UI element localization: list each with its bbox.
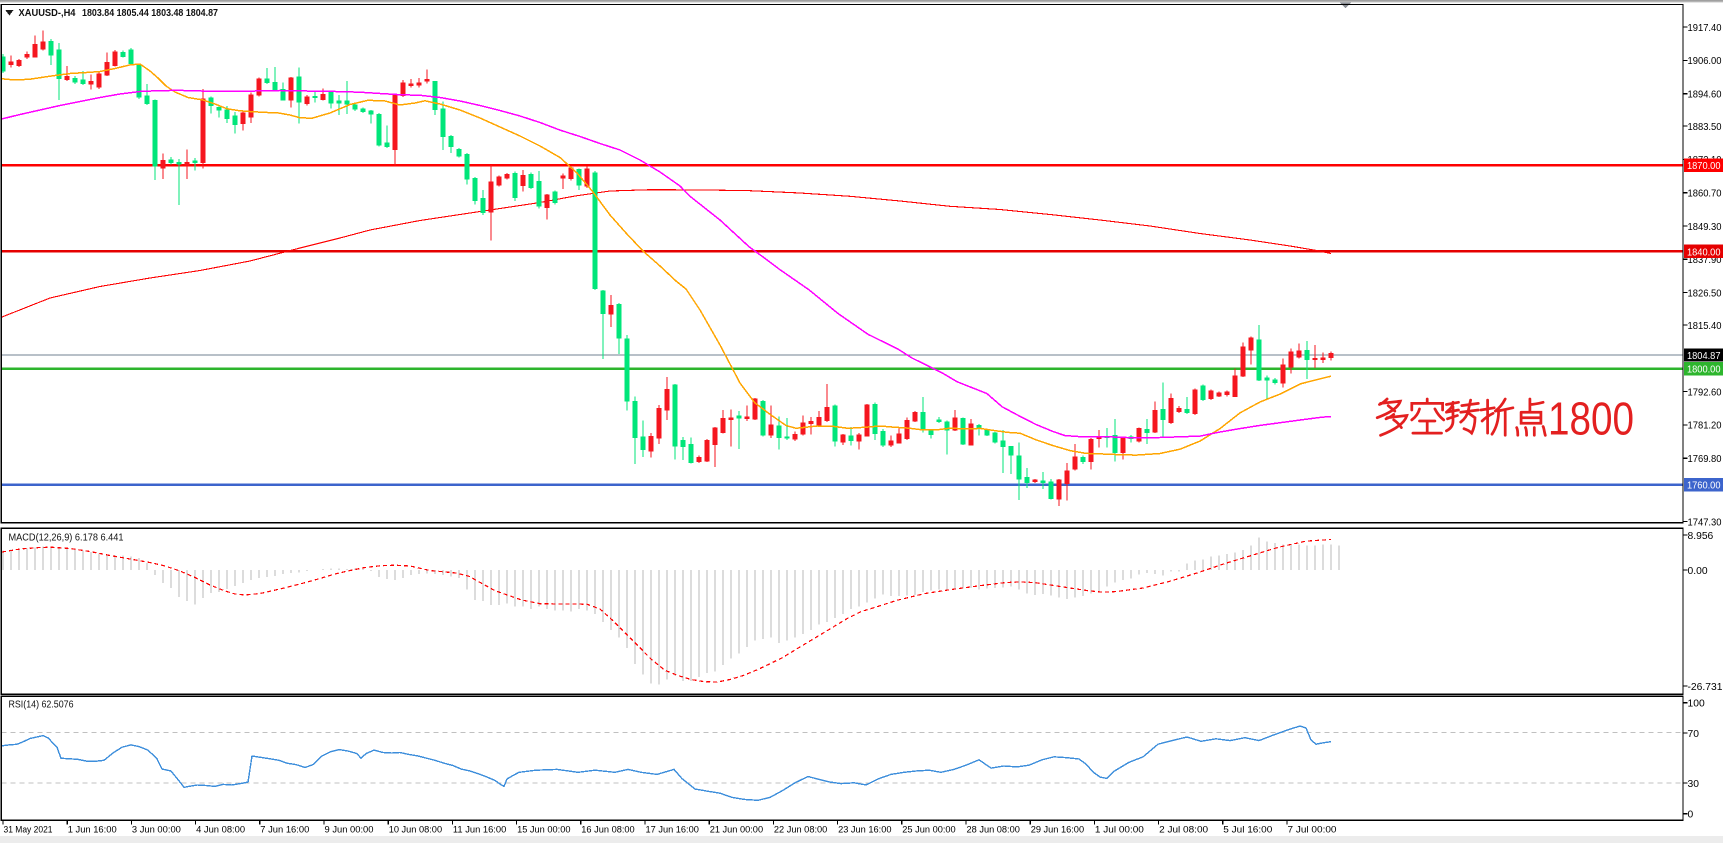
svg-text:10 Jun 08:00: 10 Jun 08:00 <box>389 824 442 835</box>
svg-text:3 Jun 00:00: 3 Jun 00:00 <box>132 824 181 835</box>
svg-text:15 Jun 00:00: 15 Jun 00:00 <box>517 824 570 835</box>
svg-text:30: 30 <box>1688 779 1700 790</box>
svg-text:100: 100 <box>1688 699 1705 710</box>
svg-text:0: 0 <box>1688 810 1694 821</box>
svg-text:1849.30: 1849.30 <box>1688 222 1722 233</box>
svg-text:16 Jun 08:00: 16 Jun 08:00 <box>581 824 634 835</box>
svg-text:-26.731: -26.731 <box>1688 682 1723 693</box>
svg-text:29 Jun 16:00: 29 Jun 16:00 <box>1031 824 1084 835</box>
svg-text:70: 70 <box>1688 729 1700 740</box>
svg-text:1860.70: 1860.70 <box>1688 189 1722 200</box>
svg-text:1826.50: 1826.50 <box>1688 288 1722 299</box>
svg-text:22 Jun 08:00: 22 Jun 08:00 <box>774 824 827 835</box>
svg-text:1800.00: 1800.00 <box>1687 365 1721 376</box>
svg-text:7 Jul 00:00: 7 Jul 00:00 <box>1288 824 1337 835</box>
svg-text:28 Jun 08:00: 28 Jun 08:00 <box>967 824 1020 835</box>
svg-text:1883.50: 1883.50 <box>1688 122 1722 133</box>
svg-text:1781.20: 1781.20 <box>1688 421 1722 432</box>
svg-text:1804.87: 1804.87 <box>1687 351 1721 362</box>
svg-text:1906.00: 1906.00 <box>1688 56 1722 67</box>
svg-text:1840.00: 1840.00 <box>1687 247 1721 258</box>
svg-text:1800: 1800 <box>1548 393 1634 445</box>
svg-text:5 Jul 16:00: 5 Jul 16:00 <box>1223 824 1272 835</box>
svg-text:1870.00: 1870.00 <box>1687 161 1721 172</box>
svg-text:8.956: 8.956 <box>1688 531 1714 542</box>
svg-text:9 Jun 00:00: 9 Jun 00:00 <box>325 824 374 835</box>
svg-text:1792.60: 1792.60 <box>1688 387 1722 398</box>
svg-text:XAUUSD-,H4: XAUUSD-,H4 <box>19 8 76 19</box>
svg-text:25 Jun 00:00: 25 Jun 00:00 <box>902 824 955 835</box>
svg-text:1815.40: 1815.40 <box>1688 321 1722 332</box>
svg-text:17 Jun 16:00: 17 Jun 16:00 <box>646 824 699 835</box>
svg-text:1917.40: 1917.40 <box>1688 23 1722 34</box>
svg-text:21 Jun 00:00: 21 Jun 00:00 <box>710 824 763 835</box>
svg-text:1 Jul 00:00: 1 Jul 00:00 <box>1095 824 1144 835</box>
svg-text:11 Jun 16:00: 11 Jun 16:00 <box>453 824 506 835</box>
svg-text:1760.00: 1760.00 <box>1687 481 1721 492</box>
svg-text:1837.90: 1837.90 <box>1688 255 1722 266</box>
svg-text:1 Jun 16:00: 1 Jun 16:00 <box>68 824 117 835</box>
svg-text:2 Jul 08:00: 2 Jul 08:00 <box>1159 824 1208 835</box>
svg-text:31 May 2021: 31 May 2021 <box>4 824 53 835</box>
svg-text:1747.30: 1747.30 <box>1688 517 1722 528</box>
svg-text:0.00: 0.00 <box>1688 566 1708 577</box>
svg-text:7 Jun 16:00: 7 Jun 16:00 <box>260 824 309 835</box>
svg-text:1894.60: 1894.60 <box>1688 90 1722 101</box>
svg-text:RSI(14) 62.5076: RSI(14) 62.5076 <box>9 700 74 711</box>
svg-text:1769.80: 1769.80 <box>1688 454 1722 465</box>
svg-text:1803.84 1805.44 1803.48 1804.8: 1803.84 1805.44 1803.48 1804.87 <box>82 8 218 19</box>
svg-text:MACD(12,26,9) 6.178 6.441: MACD(12,26,9) 6.178 6.441 <box>9 533 124 544</box>
svg-text:4 Jun 08:00: 4 Jun 08:00 <box>196 824 245 835</box>
svg-text:23 Jun 16:00: 23 Jun 16:00 <box>838 824 891 835</box>
